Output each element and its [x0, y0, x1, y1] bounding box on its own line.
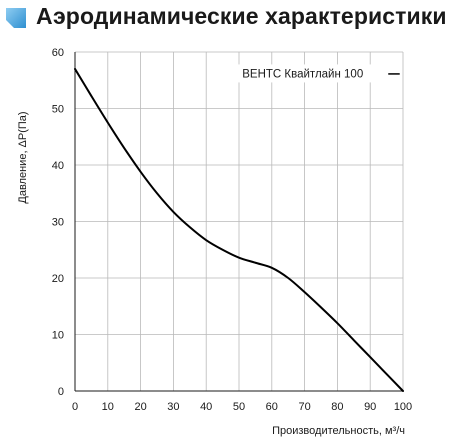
tick-labels: 0 10 20 30 40 50 60 70 80 90 100 0 10 20 30 40 50 60: [52, 47, 412, 413]
series-layer: [74, 67, 404, 392]
x-axis-label: Производительность, м³/ч: [272, 425, 405, 437]
x-tick-label: 60: [266, 401, 278, 413]
legend-series-name: ВЕНТС Квайтлайн 100: [242, 68, 363, 80]
page-title: Аэродинамические характеристики: [36, 3, 447, 29]
y-tick-label: 0: [58, 386, 64, 398]
y-tick-label: 20: [52, 273, 64, 285]
x-tick-label: 10: [102, 401, 114, 413]
x-tick-label: 80: [331, 401, 343, 413]
axes: [74, 52, 403, 392]
series-line: [74, 67, 404, 392]
x-tick-label: 70: [298, 401, 310, 413]
header: Аэродинамические характеристики: [0, 0, 453, 40]
y-tick-label: 50: [52, 104, 64, 116]
x-tick-label: 20: [134, 401, 146, 413]
x-tick-label: 30: [167, 401, 179, 413]
x-tick-label: 90: [364, 401, 376, 413]
y-tick-label: 40: [52, 160, 64, 172]
x-tick-label: 50: [233, 401, 245, 413]
x-tick-label: 100: [394, 401, 412, 413]
y-tick-label: 30: [52, 217, 64, 229]
legend-background: [238, 64, 393, 83]
grid: [75, 51, 404, 391]
title-accent-icon: [6, 8, 26, 28]
x-tick-label: 0: [72, 401, 78, 413]
y-axis-label: Давление, ΔP(Па): [17, 111, 29, 203]
legend: ВЕНТС Квайтлайн 100: [238, 64, 400, 83]
y-tick-label: 60: [52, 47, 64, 59]
x-tick-label: 40: [200, 401, 212, 413]
y-tick-label: 10: [52, 330, 64, 342]
